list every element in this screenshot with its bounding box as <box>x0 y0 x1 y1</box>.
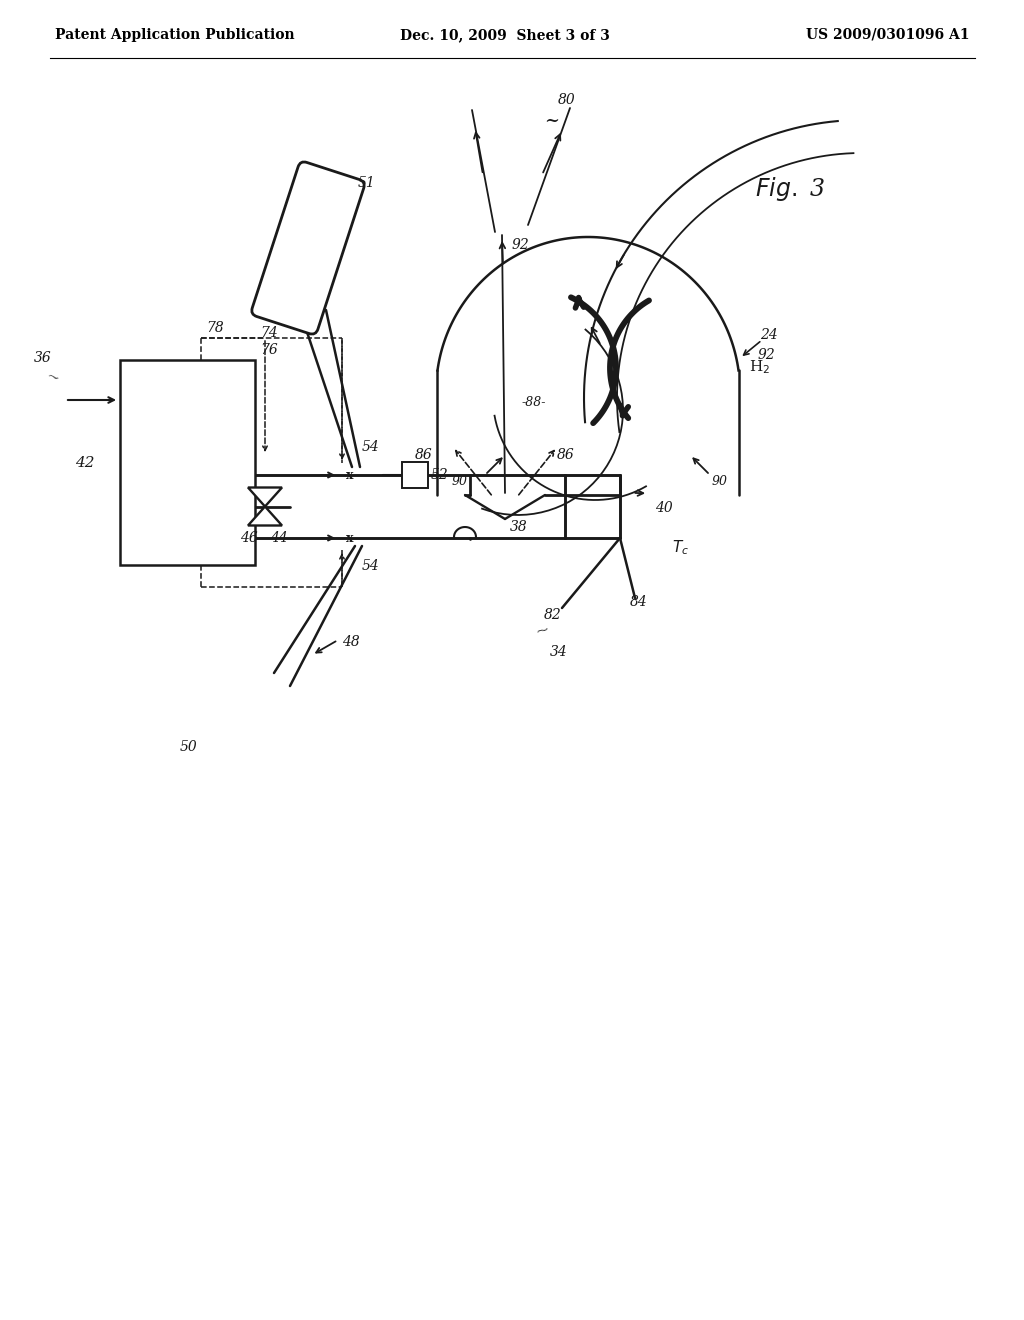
Text: 46: 46 <box>240 532 258 545</box>
Text: 92: 92 <box>758 348 776 362</box>
Text: 74: 74 <box>260 326 278 341</box>
Text: -88-: -88- <box>522 396 547 408</box>
Text: 38: 38 <box>510 520 527 535</box>
Text: 78: 78 <box>206 321 224 335</box>
Text: 52: 52 <box>431 469 449 482</box>
Text: US 2009/0301096 A1: US 2009/0301096 A1 <box>807 28 970 42</box>
Polygon shape <box>248 487 282 507</box>
Text: 86: 86 <box>557 447 574 462</box>
Text: 44: 44 <box>270 532 288 545</box>
Text: ~: ~ <box>534 620 551 640</box>
Text: $\mathit{Fig.}$ 3: $\mathit{Fig.}$ 3 <box>755 176 825 203</box>
Bar <box>402 462 428 488</box>
Text: Dec. 10, 2009  Sheet 3 of 3: Dec. 10, 2009 Sheet 3 of 3 <box>400 28 610 42</box>
Text: 84: 84 <box>630 595 648 609</box>
Text: 42: 42 <box>76 455 95 470</box>
Text: 82: 82 <box>544 609 562 622</box>
Text: 48: 48 <box>342 635 359 649</box>
Text: 24: 24 <box>760 327 778 342</box>
Text: 54: 54 <box>362 558 380 573</box>
Text: 90: 90 <box>712 475 728 488</box>
Text: 40: 40 <box>655 502 673 515</box>
Text: x: x <box>346 532 353 544</box>
Text: $\mathit{T}_c$: $\mathit{T}_c$ <box>672 539 689 557</box>
Text: 86: 86 <box>416 447 433 462</box>
Text: H$_2$: H$_2$ <box>749 359 770 376</box>
Text: 50: 50 <box>179 741 197 754</box>
Text: ~: ~ <box>44 370 60 387</box>
Text: 80: 80 <box>558 92 575 107</box>
Text: x: x <box>346 469 353 482</box>
Bar <box>120 360 255 565</box>
Text: ~: ~ <box>545 112 559 129</box>
Text: 36: 36 <box>34 351 52 366</box>
FancyBboxPatch shape <box>252 162 365 334</box>
Text: 90: 90 <box>452 475 468 488</box>
Text: 54: 54 <box>362 440 380 454</box>
Polygon shape <box>248 507 282 525</box>
Text: 76: 76 <box>260 343 278 356</box>
Text: 34: 34 <box>550 645 567 659</box>
Text: Patent Application Publication: Patent Application Publication <box>55 28 295 42</box>
Text: 92: 92 <box>512 238 529 252</box>
Text: 51: 51 <box>358 176 376 190</box>
